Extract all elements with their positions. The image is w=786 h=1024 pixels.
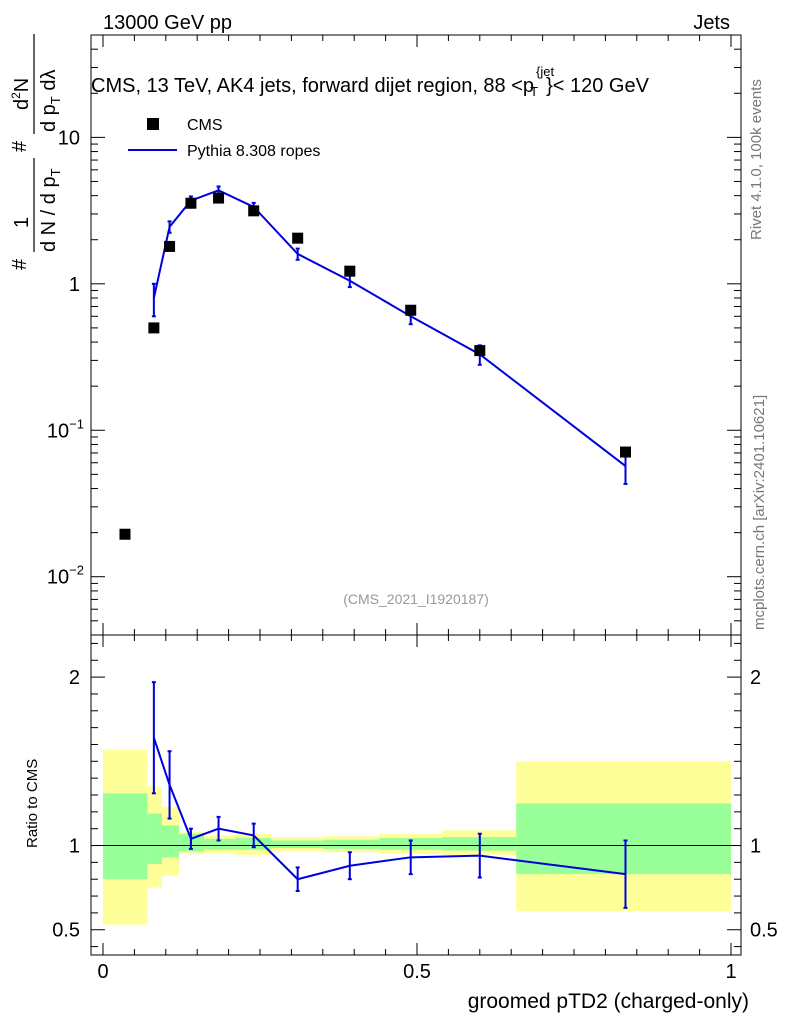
ratio-band-inner (516, 803, 731, 875)
cms-data-point (213, 192, 225, 204)
ratio-band-inner (271, 840, 323, 849)
cms-data-point (164, 240, 176, 252)
main-y-tick-label: 10−1 (47, 416, 84, 442)
main-y-axis-label: # 1 d N / d pT # d2N d pT dλ (9, 34, 63, 270)
cms-data-point (119, 528, 131, 540)
main-series-line (152, 189, 627, 467)
category-label: Jets (693, 12, 730, 34)
main-y-tick-label: 10−2 (47, 563, 84, 589)
legend-cms-label: CMS (187, 117, 223, 134)
ratio-y-axis-label: Ratio to CMS (24, 759, 41, 848)
ratio-plot-axes: 0 0.5 1 0.5 0.5 1 1 2 2 (52, 635, 778, 983)
rivet-info: Rivet 4.1.0, 100k events (748, 79, 765, 240)
cms-data-point (292, 232, 304, 244)
cms-data-point (619, 446, 631, 458)
x-tick-label: 0 (97, 961, 108, 983)
ratio-y-tick-label: 1 (69, 836, 80, 858)
main-plot-marks (119, 185, 631, 540)
ratio-plot-marks (91, 681, 741, 925)
legend-pythia-label: Pythia 8.308 ropes (187, 143, 320, 160)
reference-id: (CMS_2021_I1920187) (343, 591, 489, 607)
ylabel-hash-1: # (9, 258, 31, 270)
energy-label: 13000 GeV pp (103, 12, 232, 34)
ylabel-hash-2: # (9, 140, 31, 152)
main-y-tick-label: 10 (58, 127, 80, 149)
ylabel-den-1: d N / d pT (38, 168, 63, 252)
cms-data-point (405, 304, 417, 316)
ratio-y-tick-label-right: 2 (750, 667, 761, 689)
ratio-band-inner (204, 838, 235, 850)
ylabel-one: 1 (11, 217, 33, 228)
main-plot-axes: 10−2 10−1 1 10 (47, 34, 741, 636)
legend: CMS Pythia 8.308 ropes (128, 117, 320, 160)
main-y-tick-label: 1 (69, 274, 80, 296)
cms-data-point (474, 345, 486, 357)
ratio-band-inner (322, 839, 380, 849)
ratio-plot-area: 0 0.5 1 0.5 0.5 1 1 2 2 (52, 634, 778, 983)
x-tick-label: 1 (725, 961, 736, 983)
ratio-y-tick-label-right: 0.5 (750, 920, 778, 942)
ratio-y-tick-label-right: 1 (750, 836, 761, 858)
cms-data-point (185, 197, 197, 209)
ylabel-den-2: d pT dλ (38, 70, 63, 132)
ylabel-num-2: d2N (9, 78, 33, 110)
legend-cms-marker (147, 118, 159, 130)
ratio-band-inner (103, 793, 148, 880)
cms-data-point (148, 322, 160, 334)
ratio-y-tick-label: 2 (69, 667, 80, 689)
source-info: mcplots.cern.ch [arXiv:2401.10621] (751, 395, 768, 630)
x-axis-label: groomed pTD2 (charged-only) (468, 990, 749, 1013)
ratio-band-inner (162, 825, 179, 858)
ratio-y-tick-label: 0.5 (52, 920, 80, 942)
cms-data-point (344, 265, 356, 277)
cms-data-point (248, 205, 260, 217)
main-plot-background (91, 35, 741, 635)
x-tick-label: 0.5 (403, 961, 431, 983)
chart-title: CMS, 13 TeV, AK4 jets, forward dijet reg… (91, 64, 650, 99)
ratio-series-line (152, 737, 626, 881)
ratio-band-inner (147, 813, 163, 865)
